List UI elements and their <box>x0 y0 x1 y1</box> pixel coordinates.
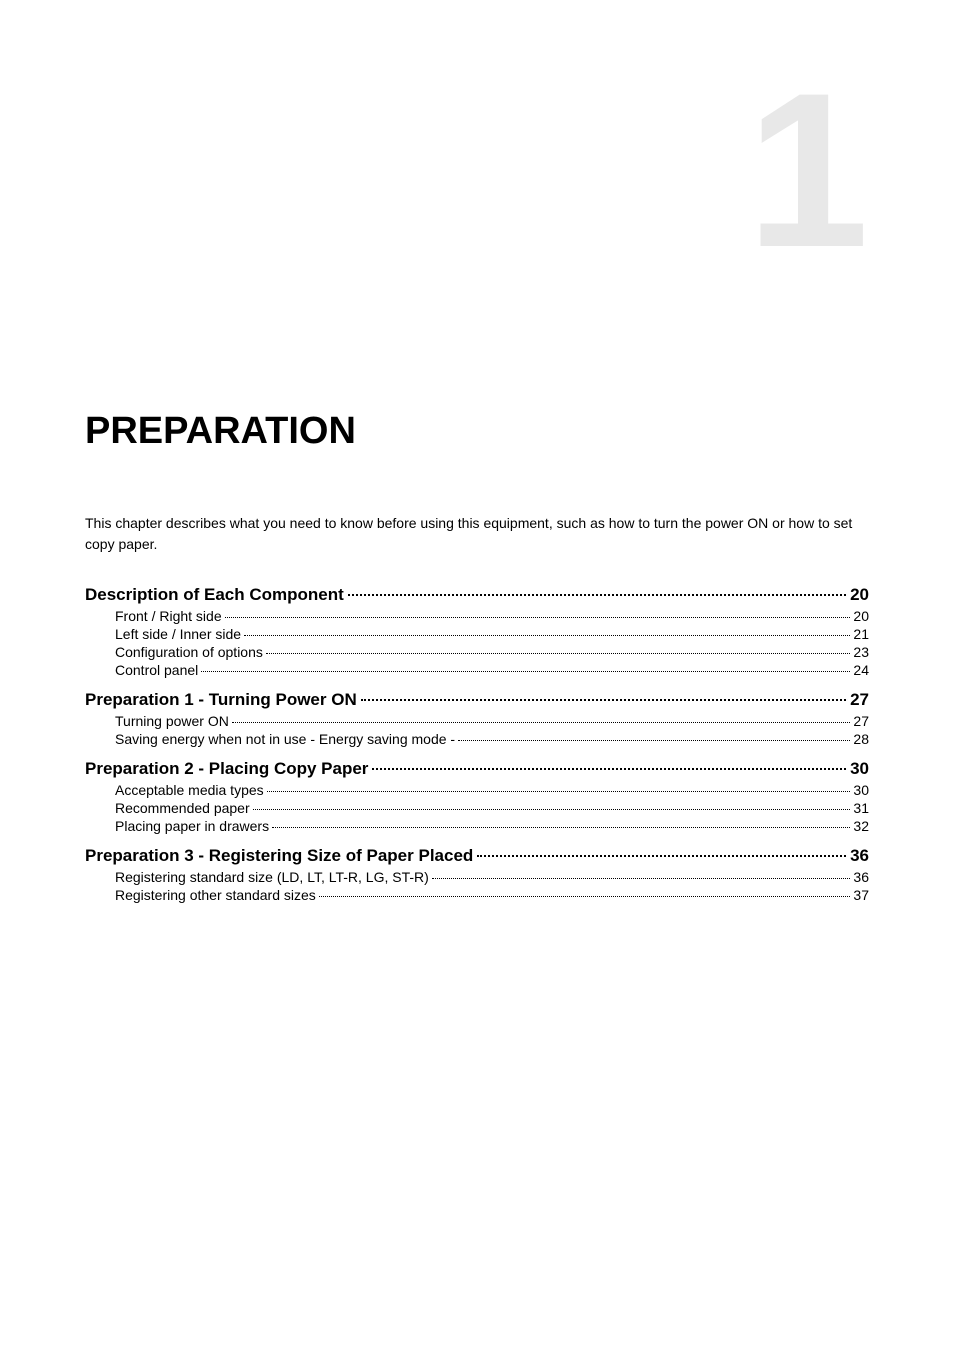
toc-heading: Description of Each Component 20 <box>85 585 869 605</box>
toc-item-text: Front / Right side <box>115 608 222 624</box>
toc-item-dots <box>266 653 851 654</box>
toc-heading-page: 20 <box>850 585 869 605</box>
toc-item: Placing paper in drawers 32 <box>115 818 869 834</box>
toc-item-page: 32 <box>853 818 869 834</box>
toc-item-page: 20 <box>853 608 869 624</box>
toc-item-text: Registering standard size (LD, LT, LT-R,… <box>115 869 429 885</box>
toc-heading-text: Preparation 1 - Turning Power ON <box>85 690 357 710</box>
toc-item-page: 37 <box>853 887 869 903</box>
chapter-title: PREPARATION <box>85 410 869 453</box>
toc-item: Control panel 24 <box>115 662 869 678</box>
toc-item-dots <box>432 878 851 879</box>
toc-section: Preparation 3 - Registering Size of Pape… <box>85 846 869 903</box>
toc-item-page: 23 <box>853 644 869 660</box>
toc-section: Description of Each Component 20 Front /… <box>85 585 869 678</box>
toc-item: Recommended paper 31 <box>115 800 869 816</box>
toc-item-page: 28 <box>853 731 869 747</box>
toc-heading: Preparation 2 - Placing Copy Paper 30 <box>85 759 869 779</box>
toc-item-text: Saving energy when not in use - Energy s… <box>115 731 455 747</box>
intro-text: This chapter describes what you need to … <box>85 513 869 555</box>
toc-item-page: 21 <box>853 626 869 642</box>
toc-item-text: Registering other standard sizes <box>115 887 316 903</box>
toc-item-dots <box>458 740 850 741</box>
toc-item-page: 31 <box>853 800 869 816</box>
toc-item-dots <box>253 809 851 810</box>
toc-item: Front / Right side 20 <box>115 608 869 624</box>
toc-item-dots <box>201 671 850 672</box>
toc-item: Left side / Inner side 21 <box>115 626 869 642</box>
toc-item-dots <box>272 827 850 828</box>
toc-heading-dots <box>361 699 846 701</box>
toc-item-text: Left side / Inner side <box>115 626 241 642</box>
chapter-number: 1 <box>747 60 869 280</box>
toc-heading-page: 27 <box>850 690 869 710</box>
toc-heading-text: Description of Each Component <box>85 585 344 605</box>
toc-heading-dots <box>477 855 846 857</box>
toc-heading-text: Preparation 2 - Placing Copy Paper <box>85 759 368 779</box>
toc-heading-page: 36 <box>850 846 869 866</box>
toc-item: Acceptable media types 30 <box>115 782 869 798</box>
toc-item-text: Turning power ON <box>115 713 229 729</box>
toc-heading: Preparation 3 - Registering Size of Pape… <box>85 846 869 866</box>
toc-item-dots <box>225 617 851 618</box>
toc-section: Preparation 2 - Placing Copy Paper 30 Ac… <box>85 759 869 834</box>
toc-item-text: Placing paper in drawers <box>115 818 269 834</box>
toc-item-text: Acceptable media types <box>115 782 264 798</box>
toc-item: Turning power ON 27 <box>115 713 869 729</box>
toc-item-page: 36 <box>853 869 869 885</box>
toc-item-text: Recommended paper <box>115 800 250 816</box>
toc-item-page: 27 <box>853 713 869 729</box>
toc-item-text: Control panel <box>115 662 198 678</box>
toc-heading-page: 30 <box>850 759 869 779</box>
toc-item: Configuration of options 23 <box>115 644 869 660</box>
toc-item-dots <box>232 722 851 723</box>
toc-item: Registering other standard sizes 37 <box>115 887 869 903</box>
toc-heading: Preparation 1 - Turning Power ON 27 <box>85 690 869 710</box>
toc-item-page: 30 <box>853 782 869 798</box>
toc-item-dots <box>319 896 851 897</box>
toc-item-dots <box>244 635 850 636</box>
toc-item-dots <box>267 791 851 792</box>
toc-item-text: Configuration of options <box>115 644 263 660</box>
toc-heading-dots <box>372 768 846 770</box>
toc-section: Preparation 1 - Turning Power ON 27 Turn… <box>85 690 869 747</box>
toc-item: Saving energy when not in use - Energy s… <box>115 731 869 747</box>
toc-heading-dots <box>348 594 846 596</box>
toc-heading-text: Preparation 3 - Registering Size of Pape… <box>85 846 473 866</box>
toc-item: Registering standard size (LD, LT, LT-R,… <box>115 869 869 885</box>
toc-item-page: 24 <box>853 662 869 678</box>
